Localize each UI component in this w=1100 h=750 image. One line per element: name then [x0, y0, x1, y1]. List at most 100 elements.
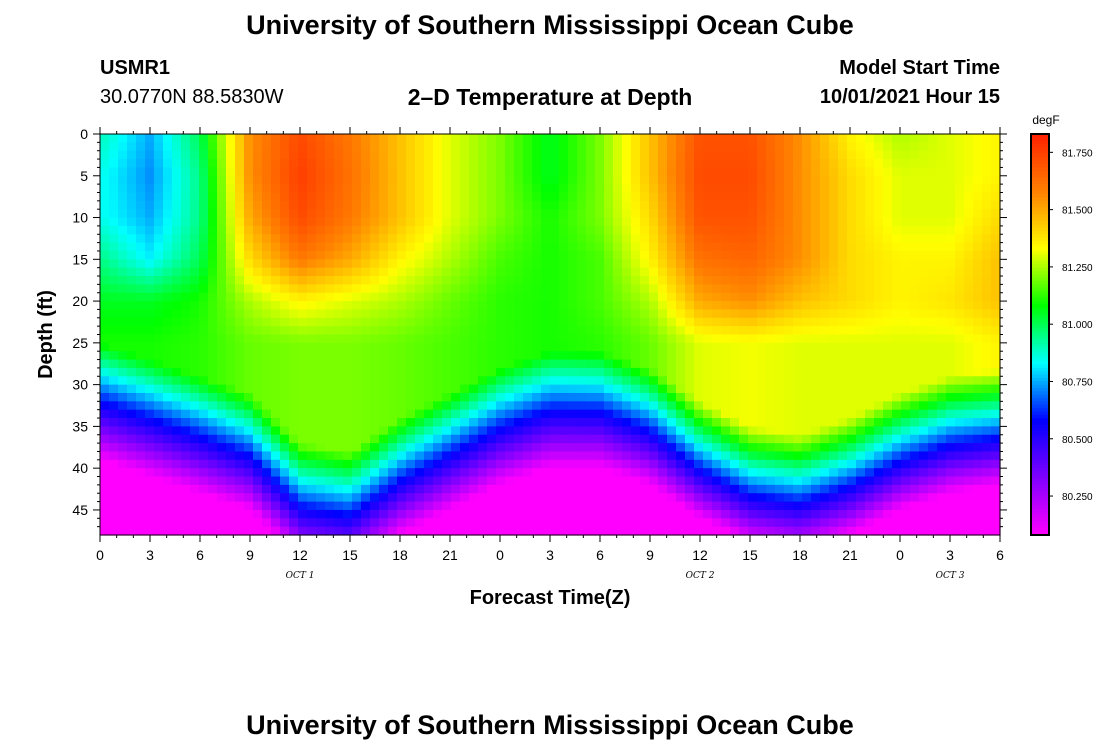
heatmap-cell	[703, 484, 713, 494]
heatmap-cell	[316, 175, 326, 185]
heatmap-cell	[388, 317, 398, 327]
heatmap-cell	[685, 259, 695, 269]
heatmap-cell	[784, 175, 794, 185]
heatmap-cell	[964, 409, 974, 419]
heatmap-cell	[640, 468, 650, 478]
heatmap-cell	[757, 217, 767, 227]
heatmap-cell	[487, 418, 497, 427]
heatmap-cell	[838, 234, 848, 244]
heatmap-cell	[433, 509, 443, 519]
heatmap-cell	[685, 392, 695, 402]
heatmap-cell	[145, 367, 155, 377]
heatmap-cell	[325, 242, 335, 252]
heatmap-cell	[379, 159, 389, 169]
heatmap-cell	[964, 292, 974, 302]
heatmap-cell	[586, 418, 596, 427]
heatmap-cell	[946, 359, 956, 369]
heatmap-cell	[478, 284, 488, 294]
heatmap-cell	[667, 309, 677, 319]
heatmap-cell	[937, 451, 947, 461]
heatmap-cell	[379, 409, 389, 419]
heatmap-cell	[379, 242, 389, 252]
heatmap-cell	[190, 276, 200, 285]
heatmap-cell	[658, 326, 668, 336]
heatmap-cell	[469, 426, 479, 436]
heatmap-cell	[613, 359, 623, 369]
heatmap-cell	[280, 267, 290, 277]
heatmap-cell	[856, 501, 866, 511]
heatmap-cell	[793, 501, 803, 511]
heatmap-cell	[487, 526, 497, 536]
heatmap-cell	[730, 209, 740, 219]
heatmap-cell	[451, 476, 461, 486]
heatmap-cell	[847, 200, 857, 210]
heatmap-cell	[505, 401, 515, 411]
heatmap-cell	[856, 392, 866, 402]
heatmap-cell	[586, 184, 596, 194]
heatmap-cell	[199, 401, 209, 411]
heatmap-cell	[802, 459, 812, 469]
heatmap-cell	[892, 351, 902, 361]
heatmap-cell	[460, 301, 470, 311]
heatmap-cell	[865, 376, 875, 386]
heatmap-cell	[901, 150, 911, 160]
heatmap-cell	[883, 326, 893, 336]
heatmap-cell	[361, 526, 371, 536]
heatmap-cell	[154, 167, 164, 177]
heatmap-cell	[523, 234, 533, 244]
heatmap-cell	[289, 150, 299, 160]
heatmap-cell	[838, 367, 848, 377]
heatmap-cell	[208, 167, 218, 177]
heatmap-cell	[802, 501, 812, 511]
heatmap-cell	[910, 367, 920, 377]
heatmap-cell	[100, 301, 110, 311]
heatmap-cell	[784, 167, 794, 177]
heatmap-cell	[937, 509, 947, 519]
heatmap-cell	[856, 509, 866, 519]
heatmap-cell	[442, 192, 452, 202]
heatmap-cell	[883, 367, 893, 377]
heatmap-cell	[388, 192, 398, 202]
heatmap-cell	[325, 200, 335, 210]
heatmap-cell	[289, 526, 299, 536]
heatmap-cell	[847, 443, 857, 453]
heatmap-cell	[964, 309, 974, 319]
heatmap-cell	[649, 242, 659, 252]
heatmap-cell	[505, 334, 515, 344]
heatmap-cell	[757, 234, 767, 244]
heatmap-cell	[523, 217, 533, 227]
heatmap-cell	[334, 250, 344, 260]
heatmap-cell	[343, 418, 353, 427]
heatmap-cell	[424, 434, 434, 444]
heatmap-cell	[820, 359, 830, 369]
heatmap-cell	[478, 342, 488, 352]
heatmap-cell	[568, 250, 578, 260]
heatmap-cell	[478, 443, 488, 453]
heatmap-cell	[811, 493, 821, 503]
heatmap-cell	[379, 200, 389, 210]
heatmap-cell	[460, 501, 470, 511]
heatmap-cell	[604, 459, 614, 469]
heatmap-cell	[532, 292, 542, 302]
heatmap-cell	[397, 484, 407, 494]
heatmap-cell	[244, 326, 254, 336]
heatmap-cell	[730, 175, 740, 185]
heatmap-cell	[280, 509, 290, 519]
x-tick-label: 9	[646, 547, 654, 563]
heatmap-cell	[406, 292, 416, 302]
y-tick-label: 40	[72, 460, 88, 476]
heatmap-cell	[442, 468, 452, 478]
heatmap-cell	[388, 284, 398, 294]
heatmap-cell	[910, 342, 920, 352]
heatmap-cell	[703, 217, 713, 227]
heatmap-cell	[370, 476, 380, 486]
heatmap-cell	[415, 426, 425, 436]
heatmap-cell	[856, 384, 866, 394]
heatmap-cell	[748, 159, 758, 169]
heatmap-cell	[577, 309, 587, 319]
heatmap-cell	[388, 384, 398, 394]
heatmap-cell	[136, 468, 146, 478]
heatmap-cell	[901, 376, 911, 386]
heatmap-cell	[199, 434, 209, 444]
heatmap-cell	[460, 443, 470, 453]
